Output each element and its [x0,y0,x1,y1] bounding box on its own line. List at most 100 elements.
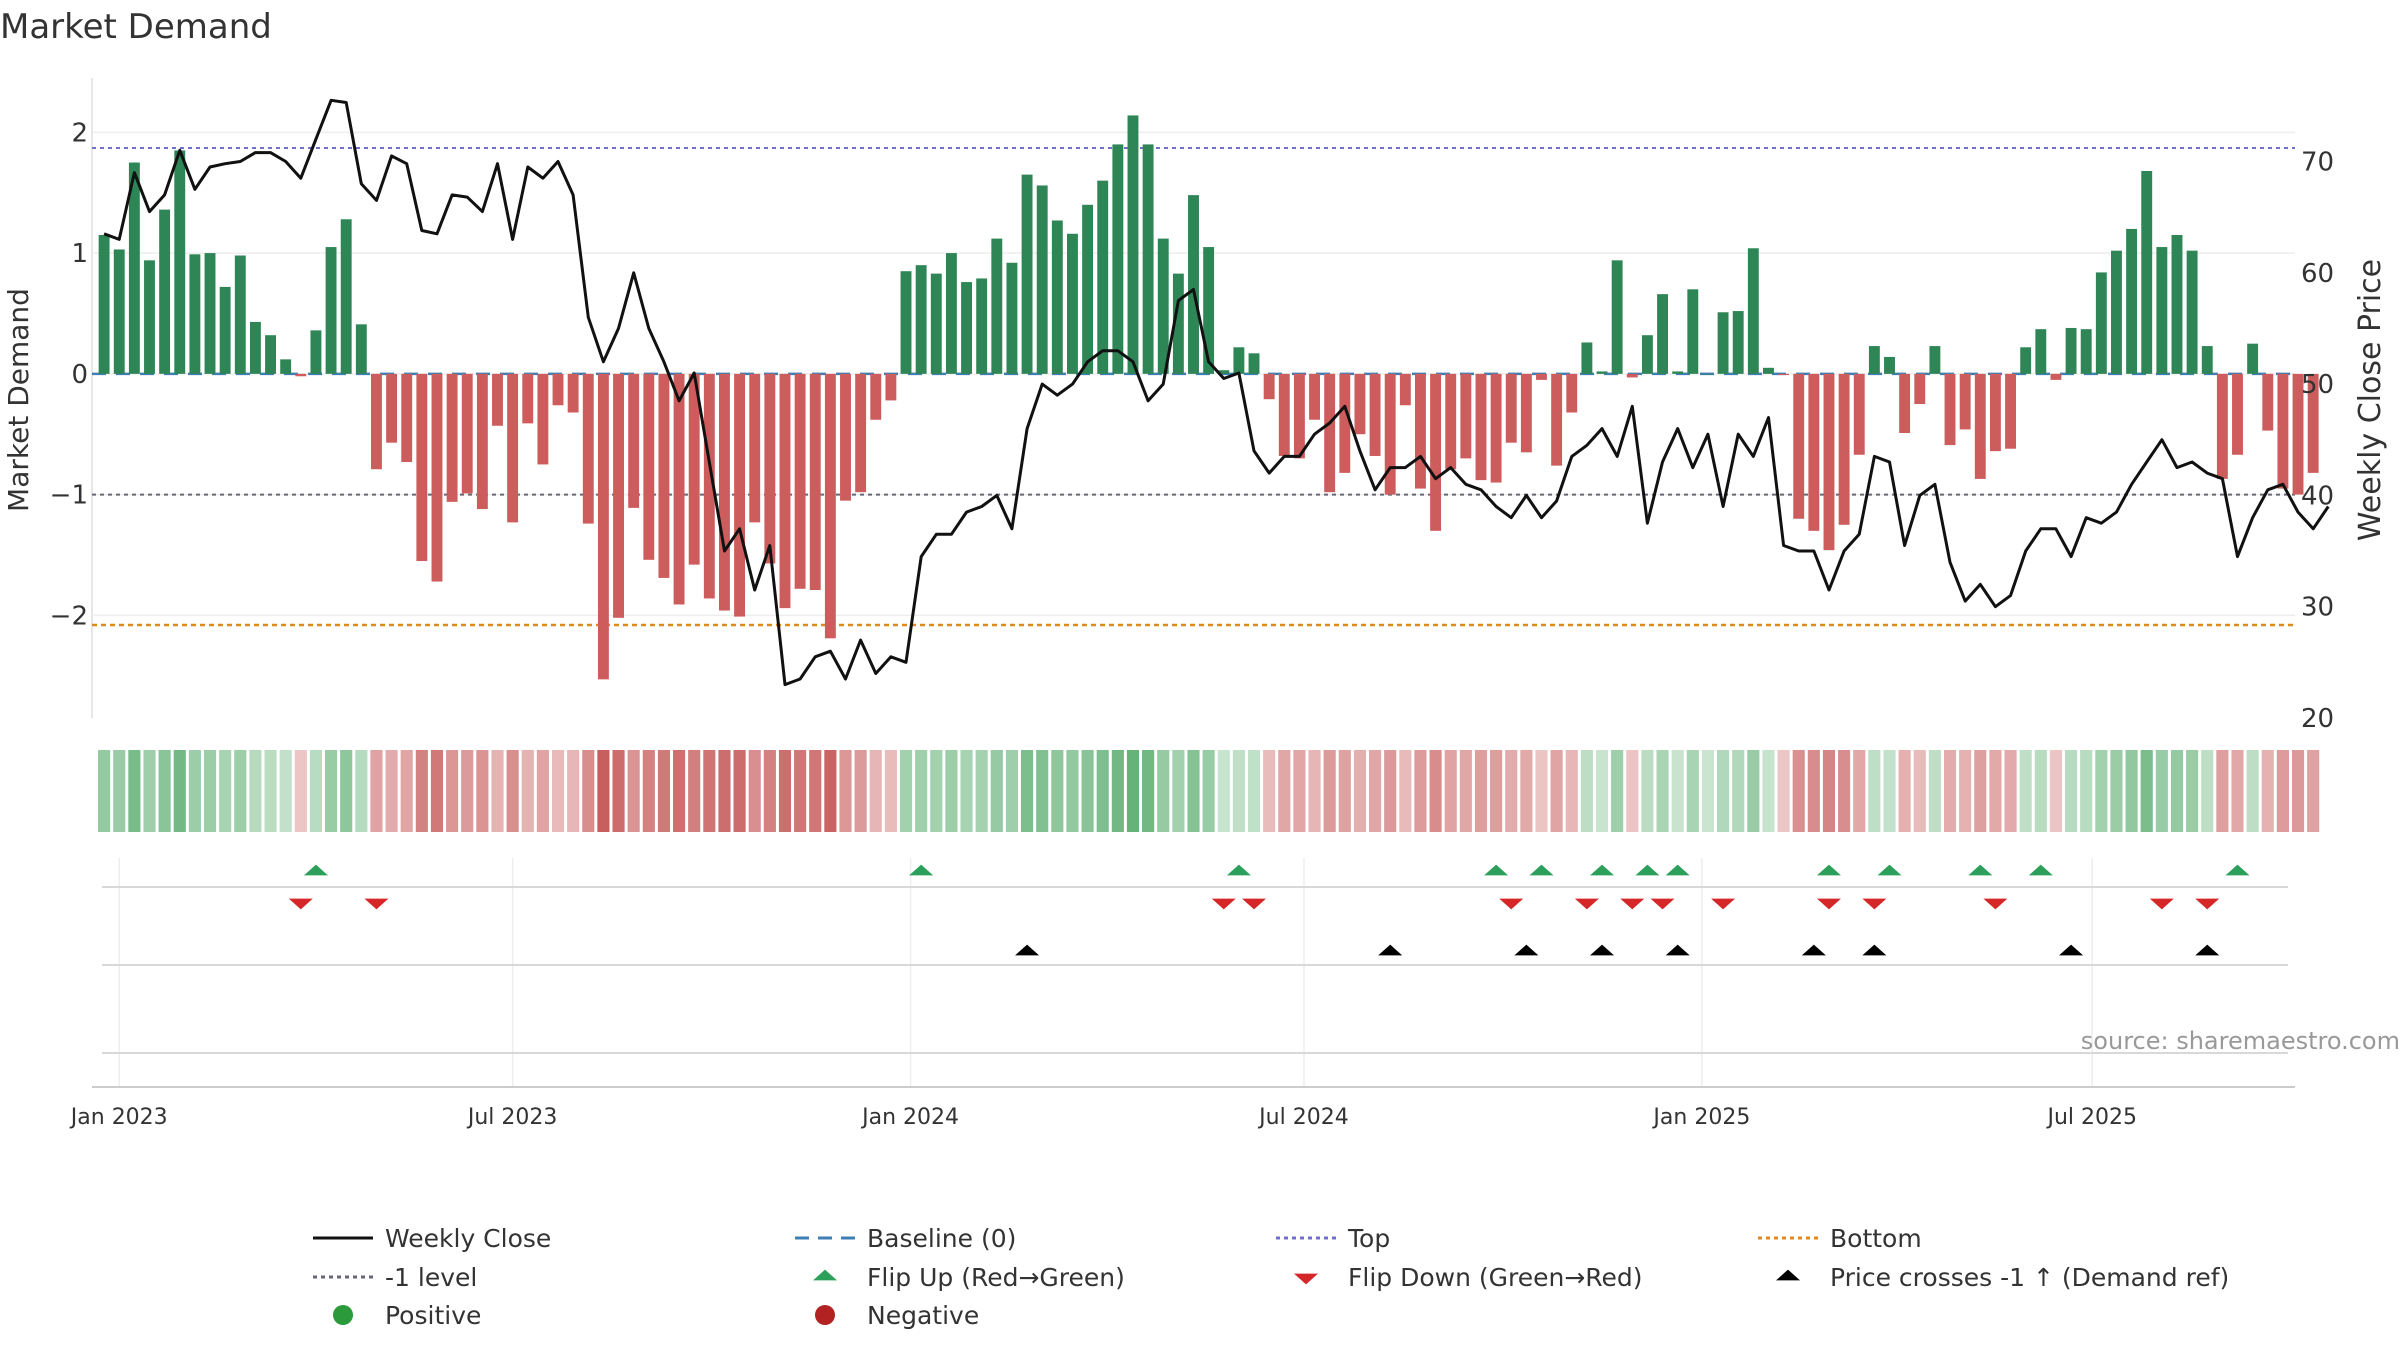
demand-bar [310,330,322,374]
demand-bar [280,359,292,374]
demand-bar [764,373,776,564]
heatmap-cell [1142,750,1155,832]
heatmap-cell [551,750,565,832]
legend-label: Flip Down (Green→Red) [1348,1263,1643,1292]
demand-bar [1127,115,1139,374]
demand-bar [1717,312,1729,374]
heatmap-cell [1020,750,1034,832]
y-tick-label: −2 [50,601,88,631]
flip-up-marker [1877,864,1902,876]
demand-bar [1172,273,1184,374]
flip-down-marker [1242,898,1267,910]
demand-bar [204,253,216,374]
demand-bar [719,373,730,611]
heatmap-cell [763,750,776,832]
demand-bar [1520,373,1532,453]
heatmap-cell [400,750,413,832]
heatmap-cell [688,750,701,832]
demand-bar [976,278,988,374]
demand-bar [507,373,519,523]
heatmap-cell [1943,750,1957,832]
demand-bar [2080,329,2092,374]
heatmap-cell [2065,750,2078,832]
heatmap-cell [1399,750,1412,832]
demand-bar [734,373,746,617]
flip-up-marker [1665,864,1690,876]
x-tick-label: Jul 2025 [2045,1105,2137,1130]
demand-bar [840,373,851,501]
main-panel: 2 1 0 −1 −2 70 60 50 40 30 20 Market Demand Weekl… [2,78,2388,734]
price-cross-marker [1590,944,1615,956]
demand-bar [476,373,488,510]
x-tick-label: Jan 2024 [860,1105,959,1130]
heatmap-cell [1686,750,1699,832]
flip-down-marker [1862,898,1887,910]
y2-tick-label: 60 [2301,259,2334,289]
legend-item: Price crosses -1 ↑ (Demand ref) [1776,1263,2229,1292]
demand-bar [1384,373,1396,495]
legend-label: Top [1347,1224,1390,1253]
legend-item: Top [1276,1224,1390,1253]
demand-bar [1551,373,1563,466]
heatmap-cell [839,750,852,832]
heatmap-cell [854,750,867,832]
heatmap-cell [582,750,595,832]
flip-up-marker [1226,864,1251,876]
demand-bar [492,373,503,426]
demand-bar [1399,373,1411,406]
x-tick-label: Jan 2025 [1651,1105,1750,1130]
demand-bar [1944,373,1956,446]
price-cross-marker [1378,944,1403,956]
heatmap-cell [1202,750,1215,832]
y-tick-label: 1 [71,239,88,269]
heatmap-cell [2110,750,2123,832]
heatmap-cell [1293,750,1306,832]
heatmap-cell [2216,750,2229,832]
heatmap-cell [2155,750,2168,832]
demand-bar [1460,373,1472,459]
demand-bar [461,373,473,494]
demand-bar [930,273,942,374]
demand-bar [1203,247,1215,374]
flip-down-marker [1711,898,1736,910]
legend-item: Flip Down (Green→Red) [1294,1263,1643,1292]
demand-bar [2247,343,2259,374]
y2-axis-label: Weekly Close Price [2353,259,2388,541]
source-credit: source: sharemaestro.com [2081,1027,2400,1055]
heatmap-cell [2125,750,2138,832]
heatmap-cell [1550,750,1563,832]
heatmap-cell [1626,750,1639,832]
demand-bar [961,282,972,374]
flip-up-marker [1968,864,1993,876]
demand-bar [249,321,261,374]
flip-down-marker [1983,898,2008,910]
demand-bar [809,373,821,590]
heatmap-cell [1474,750,1488,832]
y-axis-right-ticks: 70 60 50 40 30 20 [2301,147,2334,734]
demand-bar [1112,144,1124,374]
demand-bar [1974,373,1986,479]
legend-label: Positive [385,1301,481,1330]
demand-bar [2035,329,2047,374]
heatmap-cell [1278,750,1291,832]
demand-bar [522,373,534,424]
demand-bar [1793,373,1805,519]
heatmap-cell [355,750,368,832]
demand-bar [537,373,549,465]
demand-bar [2186,250,2198,374]
heatmap-cell [1217,750,1230,832]
heatmap-cell [264,750,277,832]
price-cross-marker [1862,944,1887,956]
heatmap-cell [2095,750,2108,832]
legend-item: -1 level [313,1263,477,1292]
heatmap-cell [2080,750,2093,832]
demand-bar [2020,347,2032,374]
heatmap-cell [990,750,1003,832]
heatmap-cell [415,750,428,832]
heatmap-cell [2201,750,2214,832]
demand-bar [2292,373,2304,495]
demand-bar [1778,373,1790,376]
heatmap-cell [1051,750,1064,832]
demand-bar [597,373,609,680]
heatmap-cell [294,750,307,832]
